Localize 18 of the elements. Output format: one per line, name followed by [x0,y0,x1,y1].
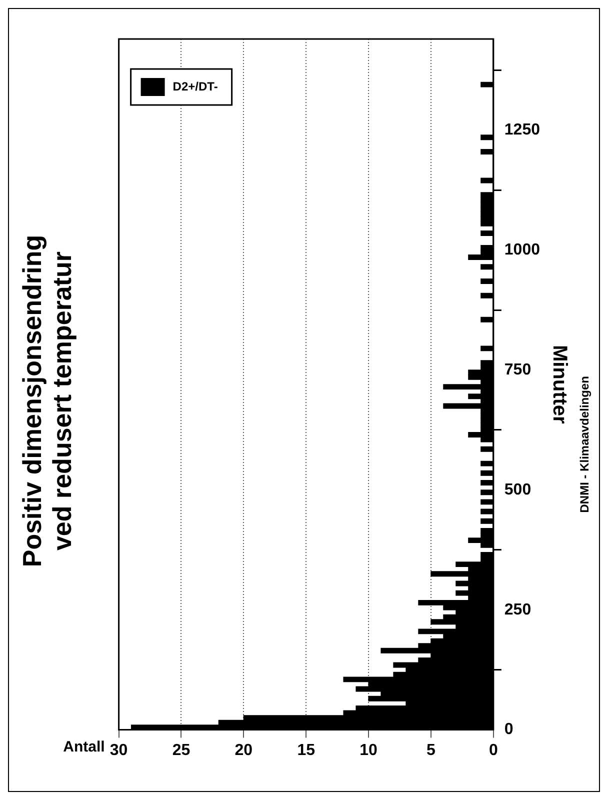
text: DNMI - Klimaavdelingen [577,376,592,513]
y-tick-label: 250 [504,601,532,618]
y-tick-label: 0 [504,721,514,738]
y-tick-label: 1250 [504,122,540,139]
x-tick-label: 5 [426,742,436,759]
x-tick-label: 0 [488,742,498,759]
y-axis-title: Minutter [548,344,570,424]
y-tick-label: 1000 [504,241,540,258]
text: Positiv dimensjonsendring ved redusert temperatur [17,234,78,568]
y-tick-label: 750 [504,361,532,378]
y-tick-label: 500 [504,481,532,498]
x-tick-label: 25 [172,742,190,759]
x-tick-label: 10 [360,742,378,759]
x-axis-title: Antall [63,738,105,756]
x-tick-label: 15 [297,742,316,759]
x-tick-label: 30 [110,742,128,759]
x-tick-label: 20 [234,742,253,759]
legend-label: D2+/DT- [172,79,218,94]
